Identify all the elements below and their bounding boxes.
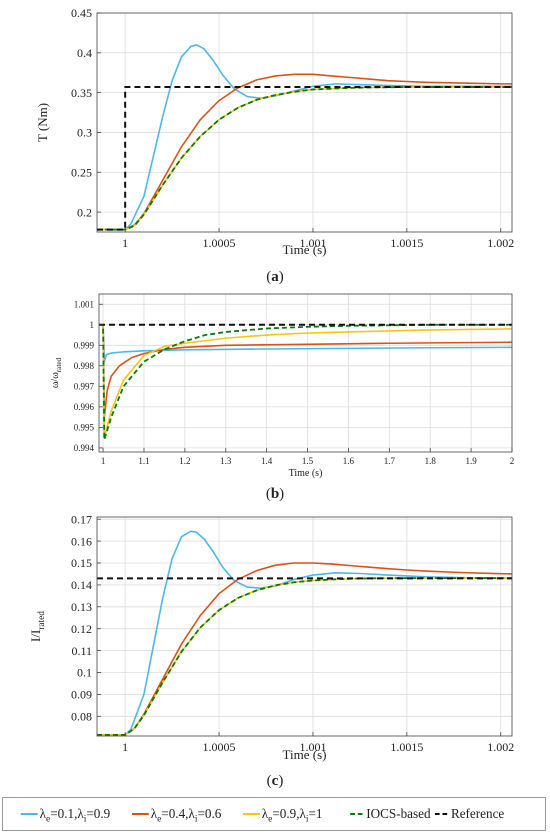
y-axis-label: I/Irated [28,611,47,642]
series-line-3 [99,323,512,441]
x-tick-label: 1.001 [299,236,326,250]
y-tick-label: 0.994 [74,443,95,453]
x-tick-label: 1.7 [384,456,396,466]
plot-area [97,517,512,736]
y-tick-label: 0.1 [77,666,92,680]
axes-frame [98,293,513,453]
x-axis-label: Time (s) [283,242,327,257]
y-tick-label: 1.001 [74,299,94,309]
x-tick-label: 1.6 [343,456,355,466]
y-tick-label: 0.14 [71,578,92,592]
axes-frame [96,12,513,233]
y-tick-label: 0.4 [77,46,92,60]
series-line-3 [97,86,512,231]
y-tick-label: 0.17 [71,512,92,526]
legend-label-4: Reference [451,806,504,821]
y-tick-label: 0.25 [71,165,92,179]
x-tick-label: 1.5 [302,456,314,466]
caption-c: (c) [266,773,284,789]
y-tick-label: 0.3 [77,126,92,140]
x-tick-label: 1.8 [425,456,437,466]
y-axis-label: T (Nm) [35,103,50,142]
y-tick-label: 0.08 [71,709,92,723]
x-tick-label: 1.2 [179,456,190,466]
series-line-0 [97,530,513,736]
y-tick-label: 0.45 [71,6,92,20]
x-tick-label: 1.9 [465,456,477,466]
chart-legend: λe=0.1,λi=0.9 λe=0.4,λi=0.6 λe=0.9,λi=1 IOC… [2,797,546,831]
y-tick-label: 0.996 [74,402,95,412]
plot-area [97,13,512,232]
x-tick-label: 1 [122,236,128,250]
y-tick-label: 0.995 [74,423,95,433]
series-line-1 [97,73,512,231]
series-line-4 [97,86,512,231]
x-tick-label: 1.002 [487,236,514,250]
y-axis-label: ω/ωrated [50,357,63,388]
speed-chart: 1 1.1 1.2 1.3 1.4 1.5 1.6 1.7 1.8 1.9 2 0.994 0.995 0… [50,293,515,479]
y-tick-label: 0.11 [71,644,92,658]
y-tick-label: 0.16 [71,534,92,548]
y-tick-label: 0.12 [71,622,92,636]
torque-chart: 1 1.0005 1.001 1.0015 1.002 0.2 0.25 0.3 0.35 0.4… [35,6,514,257]
plot-area [99,294,512,452]
legend-label-2: λe=0.9,λi=1 [262,806,323,825]
x-tick-label: 1.002 [487,740,514,754]
x-tick-label: 1.0015 [390,740,423,754]
y-tick-label: 0.998 [74,361,95,371]
x-tick-label: 1 [101,456,106,466]
x-tick-label: 1.0005 [203,236,236,250]
y-tick-label: 0.999 [74,340,95,350]
legend-label-3: IOCS-based [366,806,431,821]
legend-label-0: λe=0.1,λi=0.9 [40,806,111,825]
x-tick-label: 1.4 [261,456,273,466]
x-tick-label: 1.3 [220,456,232,466]
x-tick-label: 1.1 [138,456,149,466]
y-tick-label: 0.35 [71,86,92,100]
caption-b: (b) [265,486,285,502]
y-tick-label: 0.15 [71,556,92,570]
y-tick-label: 0.13 [71,600,92,614]
x-axis-label: Time (s) [283,747,327,762]
caption-a: (a) [266,269,284,285]
series-line-1 [97,562,513,736]
current-chart: 1 1.0005 1.001 1.0015 1.002 0.08 0.09 0.1 0.11 0.… [28,512,514,762]
y-tick-label: 0.997 [74,381,95,391]
x-tick-label: 1 [122,740,128,754]
x-tick-label: 1.0005 [203,740,236,754]
legend-label-1: λe=0.4,λi=0.6 [151,806,222,825]
series-line-0 [97,44,512,231]
axes-frame [96,516,513,737]
x-tick-label: 2 [510,456,515,466]
x-tick-label: 1.001 [299,740,326,754]
x-tick-label: 1.0015 [390,236,423,250]
x-axis-label: Time (s) [289,468,323,479]
y-tick-label: 0.09 [71,688,92,702]
y-tick-label: 1 [90,320,95,330]
y-tick-label: 0.2 [77,205,92,219]
